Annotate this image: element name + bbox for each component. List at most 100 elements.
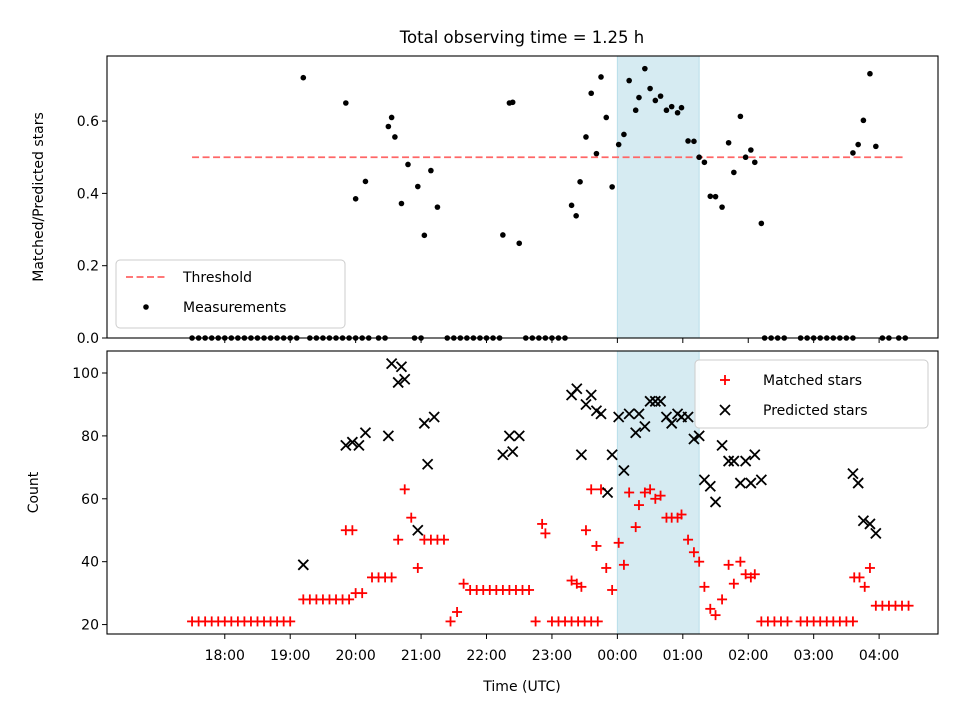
predicted-point [606,449,618,461]
predicted-point-b [297,559,309,571]
matched-point [393,534,404,545]
data-point [719,204,725,210]
x-tick-label: 19:00 [270,648,310,664]
predicted-point-b [418,417,430,429]
predicted-point-b [722,455,735,467]
figure-title: Total observing time = 1.25 h [399,28,644,47]
predicted-point-b [399,373,411,385]
data-point [674,109,681,116]
predicted-point-b [359,427,372,439]
predicted-point-b [682,411,694,423]
predicted-point-b [630,427,642,439]
matched-point [749,569,760,580]
matched-point [717,594,728,605]
predicted-point-b [644,395,656,407]
predicted-point [749,449,761,461]
predicted-point-b [704,480,716,492]
predicted-point [704,480,716,492]
y-tick-label: 0.6 [77,114,99,130]
data-point [573,213,579,219]
predicted-point-b [382,430,394,442]
y-tick-label: 40 [81,555,99,571]
predicted-point-b [666,417,678,429]
x-tick-label: 21:00 [401,648,441,664]
data-point [707,193,714,200]
data-point [583,134,589,140]
predicted-point [507,445,519,458]
matched-point [683,534,694,545]
data-point [632,107,639,114]
predicted-point [580,398,592,411]
axes-frame [106,55,939,339]
predicted-point [649,395,661,407]
legend-box [694,359,929,429]
y-tick-label: 80 [81,429,99,445]
predicted-point-b [575,449,588,461]
y-tick-label: 0.4 [77,186,99,202]
matched-point [452,606,463,617]
data-point [850,150,856,156]
data-point [598,74,604,80]
matched-point [859,581,870,592]
matched-point [723,559,734,570]
predicted-point [575,449,588,461]
matched-point [399,484,410,495]
matched-point [699,581,710,592]
legend: Matched stars Predicted stars [694,359,929,429]
matched-point [540,528,551,539]
predicted-point-b [745,477,757,489]
matched-point [591,540,602,551]
predicted-point-b [571,383,583,395]
predicted-point-b [507,445,519,458]
predicted-point [728,455,740,467]
predicted-point-b [385,357,398,370]
y-tick-label: 0.2 [77,259,99,275]
legend: Threshold Measurements [115,259,346,329]
predicted-point-b [412,524,424,536]
y-axis-label: Matched/Predicted stars [31,112,47,282]
x-tick-label: 20:00 [335,648,375,664]
predicted-point-b [716,439,728,451]
matched-point [624,487,635,498]
matched-point [412,562,423,573]
predicted-point [709,496,722,508]
matched-point [601,562,612,573]
predicted-point-b [734,477,747,489]
predicted-point [623,408,635,420]
predicted-point [297,559,309,571]
data-point [663,107,670,114]
matched-point [633,500,644,511]
matched-point [694,556,705,567]
predicted-point [630,427,642,439]
predicted-point-b [660,411,673,423]
predicted-point [601,486,614,499]
matched-point [903,600,914,611]
matched-point [445,616,456,627]
data-point [509,99,516,106]
matched-point [586,484,597,495]
x-tick-label: 04:00 [859,648,899,664]
matched-point [347,525,358,536]
data-point [577,179,583,185]
data-point [696,154,702,161]
predicted-point [412,524,424,536]
x-tick-label: 18:00 [205,648,245,664]
data-point [731,169,737,176]
predicted-point-b [346,436,359,448]
data-point [657,93,664,99]
data-point [873,143,879,150]
predicted-point [382,430,394,442]
data-point [516,240,523,247]
predicted-point-b [595,408,607,420]
data-point [855,141,861,148]
y-tick-label: 60 [81,492,99,508]
data-point [737,113,744,120]
matched-point [566,575,577,586]
predicted-point [359,427,372,439]
x-tick-label: 00:00 [597,648,637,664]
matched-point [650,493,661,504]
predicted-point-b [421,458,434,470]
matched-point [618,559,629,570]
matched-point [357,588,368,599]
matched-point [607,584,618,595]
